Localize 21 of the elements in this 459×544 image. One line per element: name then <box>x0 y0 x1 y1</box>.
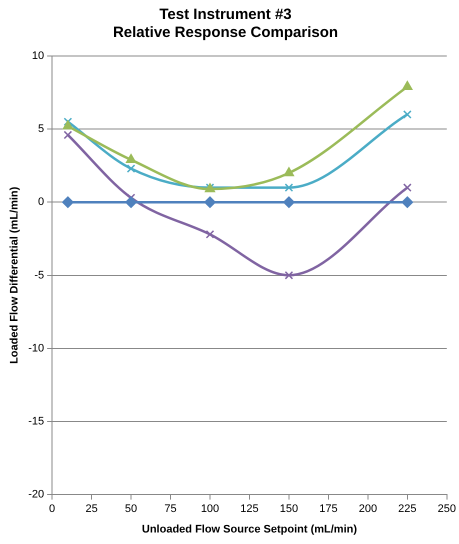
y-tick-label: -5 <box>34 269 44 282</box>
y-tick-label: -15 <box>28 416 44 428</box>
y-tick-label: 10 <box>32 50 44 62</box>
x-tick-label: 200 <box>358 503 378 516</box>
x-axis-title: Unloaded Flow Source Setpoint (mL/min) <box>142 523 358 536</box>
y-tick-label: 5 <box>38 123 44 136</box>
x-tick-label: 25 <box>85 503 98 516</box>
x-tick-label: 225 <box>398 503 417 516</box>
y-tick-label: -10 <box>28 342 44 354</box>
x-tick-label: 150 <box>280 503 298 516</box>
x-tick-label: 0 <box>49 503 56 516</box>
x-tick-label: 250 <box>438 503 456 516</box>
x-tick-label: 100 <box>200 503 220 516</box>
x-tick-label: 75 <box>164 503 177 516</box>
y-axis-title: Loaded Flow Differential (mL/min) <box>8 186 21 364</box>
x-tick-label: 50 <box>124 503 138 516</box>
chart-title: Test Instrument #3 Relative Response Comparison <box>112 6 338 42</box>
y-tick-label: 0 <box>38 196 44 208</box>
x-tick-label: 175 <box>319 503 338 516</box>
x-tick-label: 125 <box>240 503 259 516</box>
y-tick-label: -20 <box>28 488 44 501</box>
